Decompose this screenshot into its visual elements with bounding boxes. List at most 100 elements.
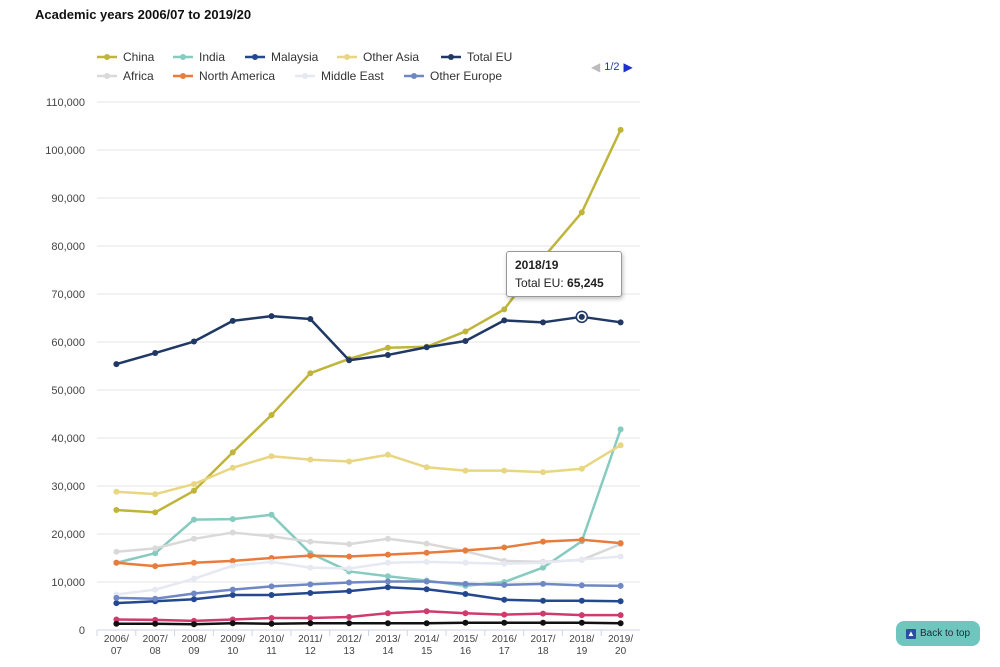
data-point[interactable] bbox=[540, 580, 547, 587]
data-point[interactable] bbox=[501, 611, 508, 618]
data-point[interactable] bbox=[384, 573, 391, 580]
data-point[interactable] bbox=[346, 553, 353, 560]
data-point[interactable] bbox=[423, 558, 430, 565]
data-point[interactable] bbox=[229, 529, 236, 536]
data-point[interactable] bbox=[307, 552, 314, 559]
data-point[interactable] bbox=[113, 559, 120, 566]
data-point[interactable] bbox=[384, 584, 391, 591]
data-point[interactable] bbox=[462, 580, 469, 587]
data-point[interactable] bbox=[229, 516, 236, 523]
data-point[interactable] bbox=[501, 317, 508, 324]
data-point[interactable] bbox=[113, 616, 120, 623]
data-point[interactable] bbox=[268, 591, 275, 598]
data-point[interactable] bbox=[578, 465, 585, 472]
data-point[interactable] bbox=[229, 586, 236, 593]
legend-pager[interactable]: ◀ 1/2 ▶ bbox=[591, 60, 633, 74]
data-point[interactable] bbox=[113, 548, 120, 555]
data-point[interactable] bbox=[501, 619, 508, 626]
data-point[interactable] bbox=[152, 595, 159, 602]
data-point[interactable] bbox=[462, 619, 469, 626]
data-point[interactable] bbox=[384, 344, 391, 351]
data-point[interactable] bbox=[462, 338, 469, 345]
data-point[interactable] bbox=[229, 449, 236, 456]
data-point[interactable] bbox=[268, 583, 275, 590]
data-point[interactable] bbox=[346, 565, 353, 572]
data-point[interactable] bbox=[578, 582, 585, 589]
data-point[interactable] bbox=[268, 411, 275, 418]
data-point[interactable] bbox=[113, 600, 120, 607]
data-point[interactable] bbox=[229, 557, 236, 564]
data-point[interactable] bbox=[423, 578, 430, 585]
data-point[interactable] bbox=[307, 581, 314, 588]
data-point[interactable] bbox=[578, 597, 585, 604]
legend-item[interactable]: Total EU bbox=[441, 50, 512, 64]
data-point[interactable] bbox=[307, 590, 314, 597]
data-point[interactable] bbox=[268, 511, 275, 518]
data-point[interactable] bbox=[229, 464, 236, 471]
data-point[interactable] bbox=[578, 209, 585, 216]
data-point[interactable] bbox=[578, 619, 585, 626]
data-point[interactable] bbox=[462, 559, 469, 566]
data-point[interactable] bbox=[423, 540, 430, 547]
data-point[interactable] bbox=[501, 467, 508, 474]
data-point[interactable] bbox=[423, 586, 430, 593]
data-point[interactable] bbox=[307, 564, 314, 571]
data-point[interactable] bbox=[307, 370, 314, 377]
data-point[interactable] bbox=[307, 620, 314, 627]
data-point[interactable] bbox=[540, 597, 547, 604]
data-point[interactable] bbox=[113, 507, 120, 513]
next-page-icon[interactable]: ▶ bbox=[623, 60, 633, 74]
data-point[interactable] bbox=[540, 319, 547, 326]
data-point[interactable] bbox=[307, 456, 314, 463]
data-point[interactable] bbox=[384, 351, 391, 358]
legend-item[interactable]: India bbox=[173, 50, 225, 64]
data-point[interactable] bbox=[540, 559, 547, 566]
legend-item[interactable]: North America bbox=[173, 69, 275, 83]
data-point[interactable] bbox=[617, 620, 624, 627]
legend-item[interactable]: China bbox=[97, 50, 155, 64]
data-point[interactable] bbox=[229, 591, 236, 598]
data-point[interactable] bbox=[384, 451, 391, 458]
data-point[interactable] bbox=[617, 442, 624, 449]
series-line[interactable] bbox=[115, 555, 622, 596]
data-point[interactable] bbox=[384, 620, 391, 627]
data-point[interactable] bbox=[152, 350, 159, 357]
data-point[interactable] bbox=[384, 551, 391, 558]
legend-item[interactable]: Other Asia bbox=[337, 50, 419, 64]
data-point[interactable] bbox=[190, 621, 197, 628]
legend-item[interactable]: Other Europe bbox=[404, 69, 502, 83]
series-line[interactable] bbox=[115, 610, 622, 623]
legend-item[interactable]: Africa bbox=[97, 69, 154, 83]
data-point[interactable] bbox=[113, 620, 120, 627]
data-point[interactable] bbox=[346, 541, 353, 548]
data-point[interactable] bbox=[346, 620, 353, 627]
data-point[interactable] bbox=[190, 535, 197, 542]
data-point[interactable] bbox=[190, 481, 197, 488]
data-point[interactable] bbox=[384, 535, 391, 542]
prev-page-icon[interactable]: ◀ bbox=[591, 60, 601, 74]
data-point[interactable] bbox=[113, 361, 120, 368]
data-point[interactable] bbox=[268, 615, 275, 621]
data-point[interactable] bbox=[423, 620, 430, 627]
data-point[interactable] bbox=[346, 357, 353, 364]
data-point[interactable] bbox=[307, 315, 314, 322]
data-point[interactable] bbox=[190, 575, 197, 582]
data-point[interactable] bbox=[578, 612, 585, 619]
data-point[interactable] bbox=[423, 608, 430, 615]
data-point[interactable] bbox=[540, 469, 547, 476]
data-point[interactable] bbox=[617, 319, 624, 326]
series-line[interactable] bbox=[115, 538, 622, 568]
data-point[interactable] bbox=[617, 612, 624, 619]
data-point[interactable] bbox=[190, 487, 197, 494]
data-point[interactable] bbox=[152, 550, 159, 557]
data-point[interactable] bbox=[540, 538, 547, 545]
series-line[interactable] bbox=[115, 428, 622, 588]
data-point[interactable] bbox=[462, 328, 469, 335]
data-point[interactable] bbox=[423, 344, 430, 351]
data-point[interactable] bbox=[617, 540, 624, 547]
series-line[interactable] bbox=[115, 580, 622, 601]
series-line[interactable] bbox=[115, 621, 622, 626]
data-point[interactable] bbox=[462, 610, 469, 617]
data-point[interactable] bbox=[113, 488, 120, 495]
data-point[interactable] bbox=[501, 596, 508, 603]
